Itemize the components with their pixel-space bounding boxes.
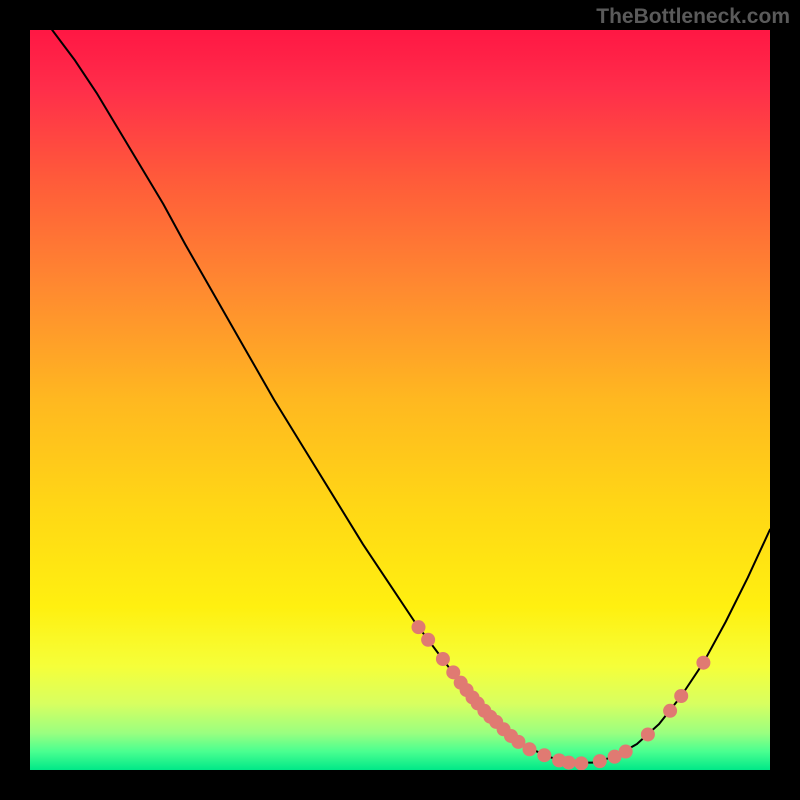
watermark-text: TheBottleneck.com <box>596 5 790 29</box>
curve-marker <box>641 727 655 741</box>
curve-marker <box>696 656 710 670</box>
curve-marker <box>674 689 688 703</box>
curve-marker <box>663 704 677 718</box>
curve-marker <box>523 742 537 756</box>
curve-marker <box>412 620 426 634</box>
curve-marker <box>562 756 576 770</box>
chart-svg <box>30 30 770 770</box>
curve-marker <box>537 748 551 762</box>
curve-marker <box>574 756 588 770</box>
plot-area <box>30 30 770 770</box>
gradient-background <box>30 30 770 770</box>
curve-marker <box>421 633 435 647</box>
curve-marker <box>436 652 450 666</box>
curve-marker <box>619 745 633 759</box>
chart-container: TheBottleneck.com <box>0 0 800 800</box>
curve-marker <box>593 754 607 768</box>
